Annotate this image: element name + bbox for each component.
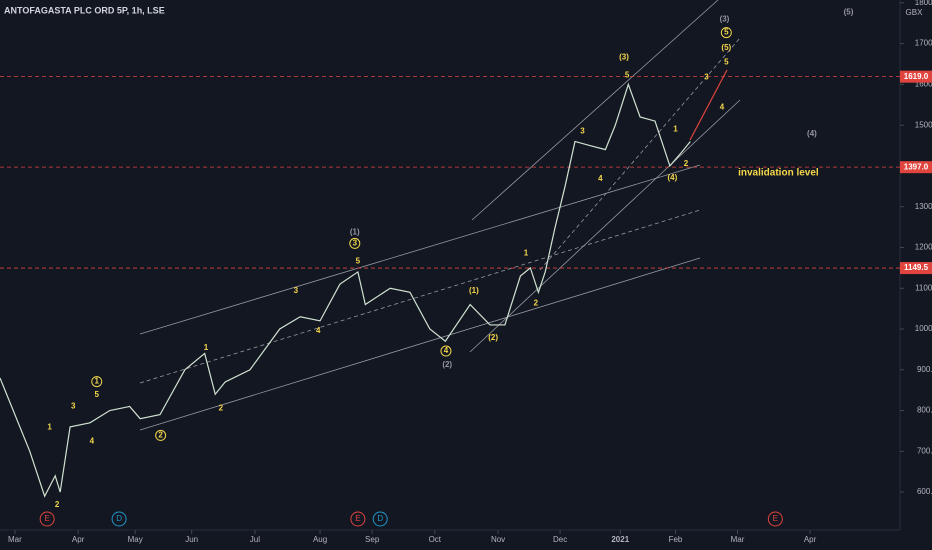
y-tick-label: 1800.0 [915,0,932,7]
wave-label: 1 [204,343,209,352]
x-tick-label: Oct [429,535,442,544]
event-marker [350,511,366,527]
wave-label: 3 [704,73,709,82]
wave-label: 1 [47,422,52,431]
level-tag [900,70,932,83]
wave-label: 2 [55,500,60,509]
wave-label: 4 [598,174,603,183]
wave-label: 5 [724,57,729,66]
wave-label: 2 [684,159,689,168]
price-line [0,82,691,498]
wave-label: 4 [316,326,321,335]
wave-label: 2 [219,404,224,413]
wave-label: 5 [724,28,729,37]
x-tick-label: Jun [185,535,198,544]
x-tick-label: Sep [365,535,380,544]
wave-label: (1) [350,227,360,236]
wave-label: 4 [90,437,95,446]
level-label: 1397.0 [904,162,929,171]
y-tick-label: 1300.0 [915,202,932,211]
wave-label: (4) [667,173,677,182]
wave-label: 5 [95,390,100,399]
wave-label: 2 [534,298,539,307]
wave-label: invalidation level [738,168,819,179]
x-tick-label: Mar [731,535,745,544]
channel-lines [139,0,741,431]
y-tick-label: 900.0 [917,365,932,374]
wave-label: 3 [580,126,585,135]
wave-label: 3 [353,239,358,248]
y-tick-label: 1500.0 [915,120,932,129]
wave-circle [91,376,103,388]
wave-label: 5 [625,71,630,80]
level-label: 1149.5 [904,263,929,272]
level-tag [900,262,932,275]
wave-label: 4 [720,102,725,111]
wave-label: 3 [71,402,76,411]
event-label: E [773,514,778,523]
forecast-arrow [689,69,728,141]
wave-label: 1 [95,377,100,386]
event-marker [39,511,55,527]
wave-label: (5) [721,43,731,52]
wave-label: (4) [807,129,817,138]
wave-label: 5 [356,256,361,265]
x-tick-label: Aug [313,535,327,544]
level-label: 1619.0 [904,72,929,81]
x-tick-label: Mar [8,535,22,544]
y-tick-label: 700.0 [917,446,932,455]
wave-label: (2) [488,333,498,342]
event-label: D [116,514,122,523]
x-tick-label: Apr [804,535,817,544]
wave-label: 2 [158,431,163,440]
wave-label: 1 [524,249,529,258]
y-tick-label: 1600.0 [915,80,932,89]
event-marker [111,511,127,527]
event-marker [372,511,388,527]
y-tick-label: 800.0 [917,406,932,415]
x-tick-label: Jul [250,535,260,544]
x-tick-label: Nov [491,535,505,544]
wave-label: (5) [844,8,854,17]
y-tick-label: 1700.0 [915,39,932,48]
y-tick-label: 1100.0 [915,283,932,292]
y-tick-label: 600.0 [917,487,932,496]
wave-label: (3) [619,53,629,62]
event-label: E [44,514,49,523]
currency-label: GBX [906,8,924,17]
wave-label: (2) [442,360,452,369]
chart-title: ANTOFAGASTA PLC ORD 5P, 1h, LSE [4,5,165,15]
y-tick-label: 1000.0 [915,324,932,333]
event-marker [767,511,783,527]
wave-label: (1) [469,286,479,295]
wave-circle [440,345,452,357]
event-label: D [377,514,383,523]
wave-circle [720,27,732,39]
x-tick-label: 2021 [611,535,629,544]
wave-label: 3 [294,286,299,295]
event-label: E [355,514,360,523]
wave-label: 4 [444,346,449,355]
x-tick-label: Apr [72,535,85,544]
wave-label: (3) [720,15,730,24]
wave-circle [155,429,167,441]
x-tick-label: Feb [669,535,683,544]
y-tick-label: 1200.0 [915,243,932,252]
x-tick-label: Dec [553,535,567,544]
level-tag [900,161,932,174]
wave-circle [349,237,361,249]
x-tick-label: May [128,535,143,544]
wave-label: 1 [673,124,678,133]
